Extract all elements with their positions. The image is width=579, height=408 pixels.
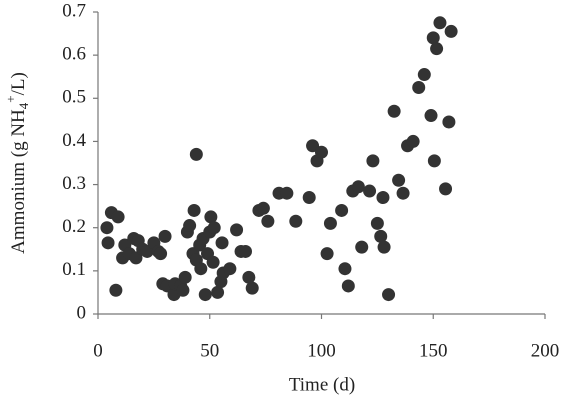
point xyxy=(430,42,444,56)
x-axis-label: Time (d) xyxy=(289,374,355,395)
point xyxy=(198,288,212,302)
point xyxy=(158,229,172,243)
point xyxy=(370,216,384,230)
point xyxy=(109,283,123,297)
point xyxy=(204,210,218,224)
point xyxy=(215,236,229,250)
point xyxy=(433,16,447,30)
point xyxy=(280,186,294,200)
y-tick-label: 0.7 xyxy=(62,0,86,21)
point xyxy=(392,173,406,187)
point xyxy=(351,180,365,194)
point xyxy=(335,203,349,217)
y-tick-label: 0.5 xyxy=(62,87,86,108)
y-label-sub: 4 xyxy=(16,102,31,109)
point xyxy=(374,229,388,243)
point xyxy=(302,191,316,205)
y-label-sup: + xyxy=(3,95,18,102)
x-tick-label: 0 xyxy=(93,340,103,361)
point xyxy=(223,262,237,276)
point xyxy=(323,216,337,230)
point xyxy=(363,184,377,198)
point xyxy=(261,214,275,228)
point xyxy=(444,24,458,38)
y-axis-label: Ammonium (g NH4+/L) xyxy=(3,72,31,254)
point xyxy=(341,279,355,293)
point xyxy=(424,109,438,123)
y-tick-label: 0.1 xyxy=(62,259,86,280)
y-tick-label: 0 xyxy=(77,302,87,323)
y-tick-label: 0.6 xyxy=(62,44,86,65)
point xyxy=(338,262,352,276)
x-tick-label: 150 xyxy=(419,340,448,361)
point xyxy=(315,145,328,159)
x-tick-label: 100 xyxy=(307,340,336,361)
point xyxy=(154,247,168,261)
point xyxy=(187,203,201,217)
x-tick-label: 200 xyxy=(531,340,560,361)
point xyxy=(306,139,320,153)
point xyxy=(366,154,380,168)
point xyxy=(207,221,221,235)
point xyxy=(439,182,453,196)
point xyxy=(256,201,270,215)
point xyxy=(176,283,190,297)
point xyxy=(101,236,115,250)
point xyxy=(417,68,431,82)
point xyxy=(376,191,390,205)
point xyxy=(183,219,197,233)
point xyxy=(412,81,426,94)
point xyxy=(406,134,420,148)
point xyxy=(382,288,396,302)
point xyxy=(189,147,203,161)
point xyxy=(355,240,369,254)
point xyxy=(100,221,114,235)
point xyxy=(426,31,440,45)
point xyxy=(178,270,192,284)
point xyxy=(194,262,208,276)
point xyxy=(111,210,125,224)
y-label-end: /L) xyxy=(8,72,29,95)
x-tick-label: 50 xyxy=(200,340,219,361)
point xyxy=(320,247,334,261)
point xyxy=(289,214,303,228)
point xyxy=(442,115,456,129)
point xyxy=(396,186,410,200)
y-tick-label: 0.3 xyxy=(62,173,86,194)
point xyxy=(387,104,401,118)
point xyxy=(239,244,253,258)
point xyxy=(242,270,256,284)
point xyxy=(377,240,391,254)
point xyxy=(211,285,225,299)
point xyxy=(427,154,441,168)
y-tick-label: 0.4 xyxy=(62,130,86,151)
y-tick-label: 0.2 xyxy=(62,216,86,237)
point xyxy=(230,223,244,237)
point xyxy=(245,281,259,295)
y-label-text: Ammonium (g NH xyxy=(8,109,29,254)
point xyxy=(206,255,220,269)
